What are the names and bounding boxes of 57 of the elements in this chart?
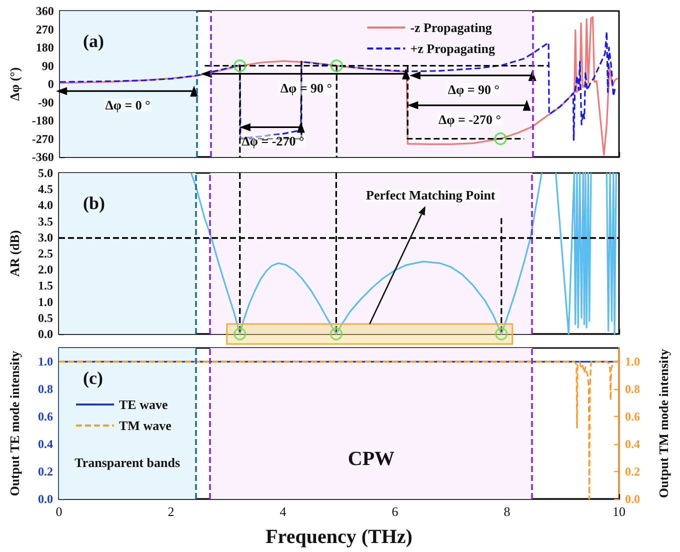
y2-tick-label: 0.2 [625,464,640,479]
y-tick-label: -180 [32,114,54,128]
annotation: Δφ = -270 ° [242,134,304,149]
y-tick-label: 1.0 [38,354,53,369]
y-tick-label: 5.0 [38,166,53,180]
annotation: Δφ = -270 ° [438,112,501,127]
y2-tick-label: 0.6 [625,410,640,424]
text: (c) [83,368,103,388]
legend-label: +z Propagating [410,41,496,56]
x-tick-label: 6 [392,504,399,519]
y-tick-label: 90 [42,58,54,73]
y2-tick-label: 0.4 [625,437,640,452]
y-tick-label: 0.0 [38,492,53,506]
y-tick-label: 1.5 [38,278,53,293]
x-tick-label: 8 [504,504,510,519]
y2-tick-label: 0.8 [625,382,640,396]
x-axis-title: Frequency (THz) [266,526,412,548]
y-tick-label: -360 [32,150,54,164]
y-tick-label: 180 [36,40,54,54]
y-tick-label: 0.6 [38,410,53,424]
y2-axis-title: Output TM mode intensity [656,348,671,498]
y-tick-label: 3.0 [38,230,53,244]
y2-tick-label: 1.0 [625,354,640,369]
y-tick-label: 360 [36,4,54,18]
y-tick-label: 0.0 [38,327,53,341]
text: (a) [83,31,104,51]
y-tick-label: 0.4 [38,437,53,452]
annotation: Perfect Matching Point [366,188,496,202]
y-tick-label: 3.5 [38,214,53,228]
y-tick-label: 4.5 [38,182,53,196]
y-axis-title: Output TE mode intensity [7,350,22,496]
band-label: CPW [348,448,395,470]
y-tick-label: 4.0 [38,198,53,212]
annotation: Δφ = 90 ° [280,80,332,96]
y-axis-title: AR (dB) [7,230,22,277]
y-tick-label: 1.0 [38,294,53,309]
y-tick-label: 2.0 [38,262,53,277]
y-tick-label: 2.5 [38,246,53,260]
y-tick-label: -90 [38,95,54,110]
band-label: Transparent bands [74,455,180,470]
y-tick-label: -270 [32,132,54,146]
legend-label: TM wave [119,418,172,433]
y-tick-label: 270 [36,22,54,36]
text: (b) [83,193,106,213]
x-tick-label: 10 [612,504,626,519]
legend-label: -z Propagating [410,20,492,35]
y-axis-title: Δφ (°) [7,67,22,101]
y-tick-label: 0.8 [38,382,53,396]
x-tick-label: 2 [168,504,174,519]
x-tick-label: 4 [280,504,287,519]
annotation: Δφ = 90 ° [448,82,500,97]
annotation: Δφ = 0 ° [105,98,150,113]
y-tick-label: 0 [48,77,54,91]
y2-tick-label: 0.0 [625,492,640,506]
y-tick-label: 0.5 [38,310,53,325]
legend-label: TE wave [119,397,168,412]
y-tick-label: 0.2 [38,464,53,479]
